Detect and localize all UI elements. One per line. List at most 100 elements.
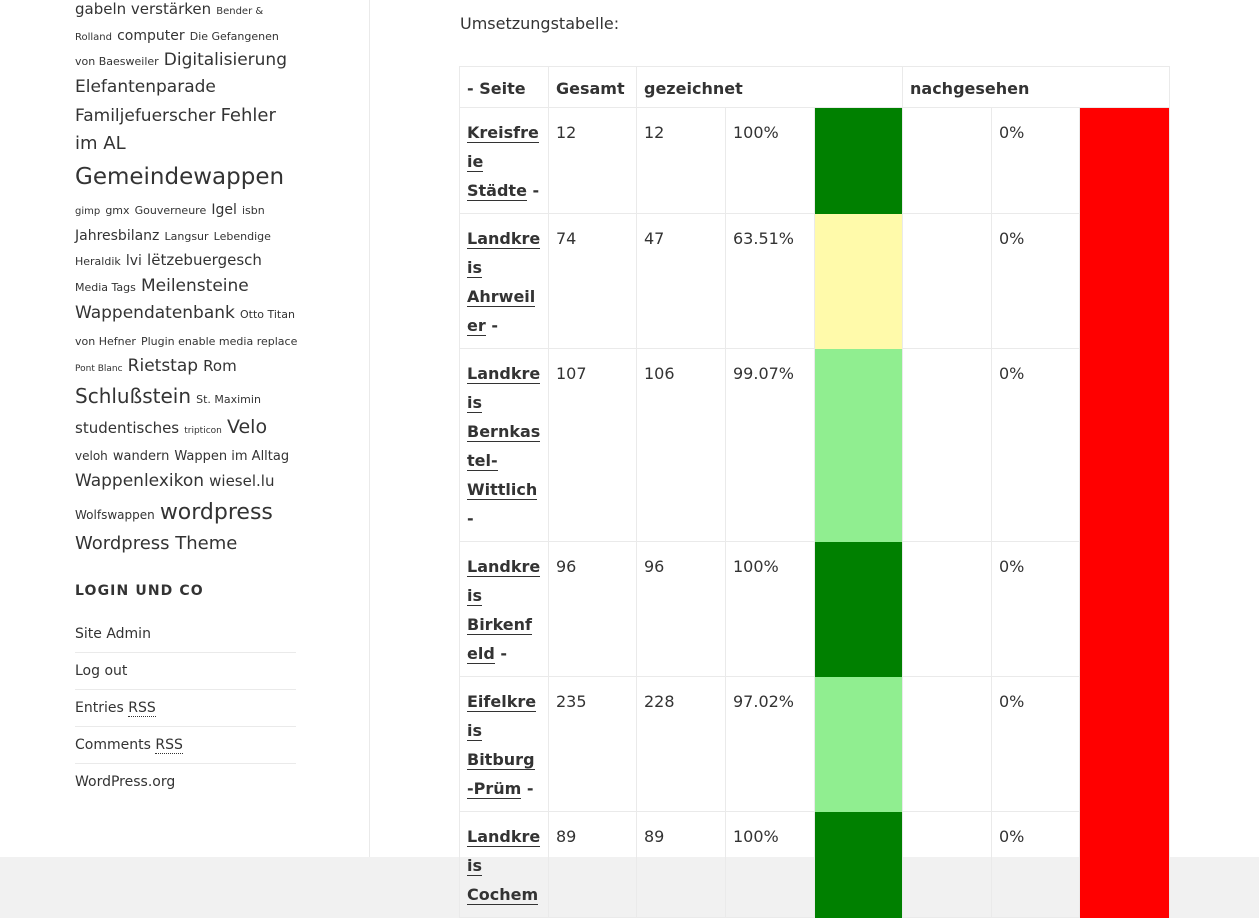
tag-link[interactable]: Wappen im Alltag xyxy=(174,449,290,465)
login-link[interactable]: Site Admin xyxy=(75,616,296,652)
cell-gezeichnet-pct: 100% xyxy=(725,811,815,918)
login-link[interactable]: Log out xyxy=(75,652,296,689)
cell-seite: Landkreis Bernkastel-Wittlich - xyxy=(459,348,549,542)
login-link[interactable]: WordPress.org xyxy=(75,763,296,800)
sidebar: gabeln verstärken Bender & Rolland compu… xyxy=(0,0,370,857)
table-caption: Umsetzungstabelle: xyxy=(460,14,620,33)
tag-link[interactable]: Velo xyxy=(226,415,268,438)
tag-link[interactable]: Jahresbilanz xyxy=(75,227,160,244)
cell-nachgesehen xyxy=(902,541,992,677)
tag-link[interactable]: lëtzebuergesch xyxy=(147,251,262,270)
tag-link[interactable]: Rietstap xyxy=(127,355,199,376)
tag-link[interactable]: gmx xyxy=(105,203,130,217)
table-header-row: - Seite Gesamt gezeichnet nachgesehen xyxy=(459,66,1171,108)
cell-gezeichnet: 106 xyxy=(636,348,726,542)
tag-link[interactable]: studentisches xyxy=(75,418,180,437)
cell-nachgesehen xyxy=(902,348,992,542)
tag-link[interactable]: wandern xyxy=(112,449,170,465)
login-widget-list: Site Admin Log out Entries RSS Comments RSS… xyxy=(75,616,296,800)
nachgesehen-status-swatch xyxy=(1078,676,1171,812)
tag-link[interactable]: Gouverneure xyxy=(134,203,207,217)
cell-gezeichnet-pct: 100% xyxy=(725,541,815,677)
cell-gesamt: 235 xyxy=(548,676,637,812)
table-row: Landkreis Bernkastel-Wittlich -107 106 99.… xyxy=(459,348,1171,542)
tag-link[interactable]: Otto Titan von Hefner xyxy=(75,307,295,349)
gezeichnet-status-swatch xyxy=(814,348,903,542)
district-suffix: - xyxy=(494,644,508,663)
district-link[interactable]: Landkreis Cochem xyxy=(467,827,541,905)
rss-abbr: RSS xyxy=(128,700,156,717)
gezeichnet-status-swatch xyxy=(814,541,903,677)
tag-link[interactable]: lvi xyxy=(125,253,142,270)
tag-link[interactable]: Gemeindewappen xyxy=(75,164,285,191)
cell-gesamt: 89 xyxy=(548,811,637,918)
tag-link[interactable]: Wappenlexikon xyxy=(75,471,205,492)
district-suffix: - xyxy=(526,181,540,200)
cell-gesamt: 74 xyxy=(548,213,637,349)
cell-gesamt: 12 xyxy=(548,107,637,214)
cell-gezeichnet: 228 xyxy=(636,676,726,812)
conversion-table: - Seite Gesamt gezeichnet nachgesehen Kr… xyxy=(459,66,1171,918)
cell-nachgesehen-pct: 0% xyxy=(991,541,1080,677)
gezeichnet-status-swatch xyxy=(814,213,903,349)
cell-gesamt: 96 xyxy=(548,541,637,677)
tag-link[interactable]: Die Gefangenen von Baesweiler xyxy=(75,29,279,69)
cell-gezeichnet: 47 xyxy=(636,213,726,349)
tag-link[interactable]: Wolfswappen xyxy=(75,508,155,523)
district-link[interactable]: Landkreis Ahrweiler xyxy=(467,229,541,336)
tag-link[interactable]: Meilensteine xyxy=(140,275,249,296)
tag-link[interactable]: Elefantenparade xyxy=(75,77,216,98)
district-link[interactable]: Kreisfreie Städte xyxy=(467,123,539,201)
tag-link[interactable]: veloh xyxy=(75,449,108,464)
tag-link[interactable]: isbn xyxy=(241,203,265,217)
tag-link[interactable]: Familjefuerscher xyxy=(75,105,216,126)
cell-seite: Kreisfreie Städte - xyxy=(459,107,549,214)
gezeichnet-status-swatch xyxy=(814,107,903,214)
tag-link[interactable]: Igel xyxy=(211,201,237,218)
nachgesehen-status-swatch xyxy=(1078,541,1171,677)
tag-link[interactable]: Digitalisierung xyxy=(163,50,287,71)
tag-link[interactable]: Wordpress Theme xyxy=(75,533,238,555)
nachgesehen-status-swatch xyxy=(1078,107,1171,214)
login-link-label: Site Admin xyxy=(75,626,151,642)
tag-link[interactable]: Langsur xyxy=(164,229,209,243)
tag-link[interactable]: computer xyxy=(117,27,185,44)
login-link-label: Log out xyxy=(75,663,128,679)
cell-gezeichnet-pct: 100% xyxy=(725,107,815,214)
tag-link[interactable]: wiesel.lu xyxy=(209,472,275,491)
table-row: Landkreis Cochem 89 89 100% 0% xyxy=(459,811,1171,918)
tag-link[interactable]: Schlußstein xyxy=(75,383,191,408)
table-row: Landkreis Ahrweiler -74 47 63.51% 0% xyxy=(459,213,1171,349)
tag-link[interactable]: Plugin enable media replace xyxy=(140,335,298,349)
cell-seite: Eifelkreis Bitburg-Prüm - xyxy=(459,676,549,812)
tag-link[interactable]: Lebendige Heraldik xyxy=(75,229,271,269)
tag-link[interactable]: tripticon xyxy=(184,425,222,436)
district-suffix: - xyxy=(521,779,534,798)
tag-link[interactable]: Fehler im AL xyxy=(75,104,276,155)
tag-link[interactable]: gimp xyxy=(75,205,101,217)
district-link[interactable]: Landkreis Birkenfeld xyxy=(467,557,541,664)
tag-link[interactable]: Media Tags xyxy=(75,280,136,294)
login-link[interactable]: Entries RSS xyxy=(75,689,296,726)
cell-gezeichnet: 96 xyxy=(636,541,726,677)
cell-gezeichnet: 89 xyxy=(636,811,726,918)
cell-nachgesehen xyxy=(902,107,992,214)
cell-gezeichnet-pct: 99.07% xyxy=(725,348,815,542)
login-link-label: Comments xyxy=(75,737,156,753)
district-link[interactable]: Eifelkreis Bitburg-Prüm xyxy=(467,692,537,799)
cell-nachgesehen-pct: 0% xyxy=(991,213,1080,349)
cell-seite: Landkreis Ahrweiler - xyxy=(459,213,549,349)
tag-link[interactable]: St. Maximin xyxy=(196,392,261,406)
tag-link[interactable]: wordpress xyxy=(159,500,273,526)
district-link[interactable]: Landkreis Bernkastel-Wittlich xyxy=(467,364,541,500)
login-link[interactable]: Comments RSS xyxy=(75,726,296,763)
tag-link[interactable]: Wappendatenbank xyxy=(75,302,235,323)
login-link-label: Entries xyxy=(75,700,129,716)
cell-gezeichnet-pct: 97.02% xyxy=(725,676,815,812)
tag-link[interactable]: Rom xyxy=(203,356,237,375)
tag-link[interactable]: Pont Blanc xyxy=(75,363,123,374)
tag-link[interactable]: gabeln verstärken xyxy=(75,0,212,18)
tag-link[interactable]: Bender & Rolland xyxy=(75,6,264,43)
login-link-label: WordPress.org xyxy=(75,774,176,790)
cell-gesamt: 107 xyxy=(548,348,637,542)
